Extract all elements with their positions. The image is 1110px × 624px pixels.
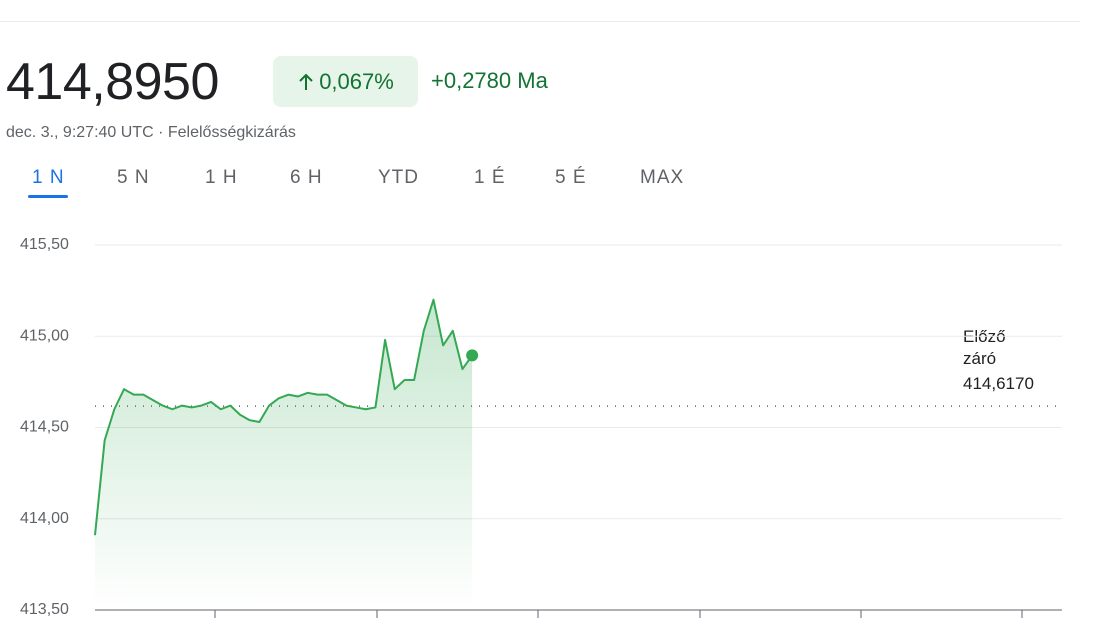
tab[interactable]: 5 N xyxy=(117,167,150,188)
tab[interactable]: YTD xyxy=(378,167,419,188)
last-point xyxy=(466,349,479,362)
y-tick-label: 414,50 xyxy=(20,419,69,436)
separator: · xyxy=(158,124,164,141)
y-tick-label: 414,00 xyxy=(20,510,69,527)
tab[interactable]: 6 H xyxy=(290,167,323,188)
divider xyxy=(0,21,1080,22)
price-line xyxy=(94,298,473,536)
arrow-icon xyxy=(299,73,313,90)
y-tick-label: 415,00 xyxy=(20,327,69,344)
area xyxy=(95,299,473,610)
previous-close-value: 414,6170 xyxy=(963,374,1034,393)
change-percent: 0,067% xyxy=(319,68,394,94)
timestamp-row: dec. 3., 9:27:40 UTC · Felelősségkizárás xyxy=(6,124,296,142)
tab[interactable]: 5 É xyxy=(555,167,587,188)
tab[interactable]: MAX xyxy=(640,167,685,188)
price: 414,8950 xyxy=(6,53,219,111)
disclaimer[interactable]: Felelősségkizárás xyxy=(167,124,296,141)
tab[interactable]: 1 H xyxy=(205,167,238,188)
y-tick-label: 413,50 xyxy=(20,601,69,618)
y-tick-label: 415,50 xyxy=(20,236,69,253)
timestamp: dec. 3., 9:27:40 UTC xyxy=(6,124,154,141)
tab[interactable]: 1 É xyxy=(474,167,506,188)
change-badge: 0,067% xyxy=(273,56,418,107)
change-abs: +0,2780 Ma xyxy=(431,68,548,93)
tab[interactable]: 1 N xyxy=(32,167,65,188)
tab-underline xyxy=(28,195,68,198)
